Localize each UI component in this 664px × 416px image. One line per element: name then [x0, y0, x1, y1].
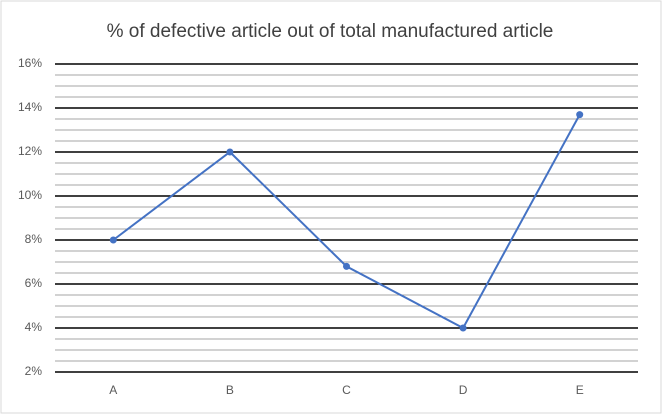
x-tick-label: B	[226, 383, 234, 397]
y-tick-label: 4%	[25, 320, 43, 334]
y-tick-label: 16%	[18, 56, 42, 70]
data-point	[459, 324, 467, 332]
x-tick-label: C	[342, 383, 351, 397]
y-tick-label: 14%	[18, 100, 42, 114]
y-tick-label: 12%	[18, 144, 42, 158]
chart-title: % of defective article out of total manu…	[107, 21, 554, 42]
y-tick-label: 8%	[25, 232, 43, 246]
data-point	[576, 111, 584, 119]
data-point	[343, 262, 350, 270]
y-tick-label: 6%	[25, 276, 43, 290]
y-tick-label: 2%	[25, 364, 43, 378]
y-tick-label: 10%	[18, 188, 42, 202]
x-tick-label: E	[576, 383, 584, 397]
data-point	[226, 148, 234, 156]
x-tick-label: D	[459, 383, 468, 397]
x-tick-label: A	[109, 383, 117, 397]
data-point	[109, 236, 117, 244]
